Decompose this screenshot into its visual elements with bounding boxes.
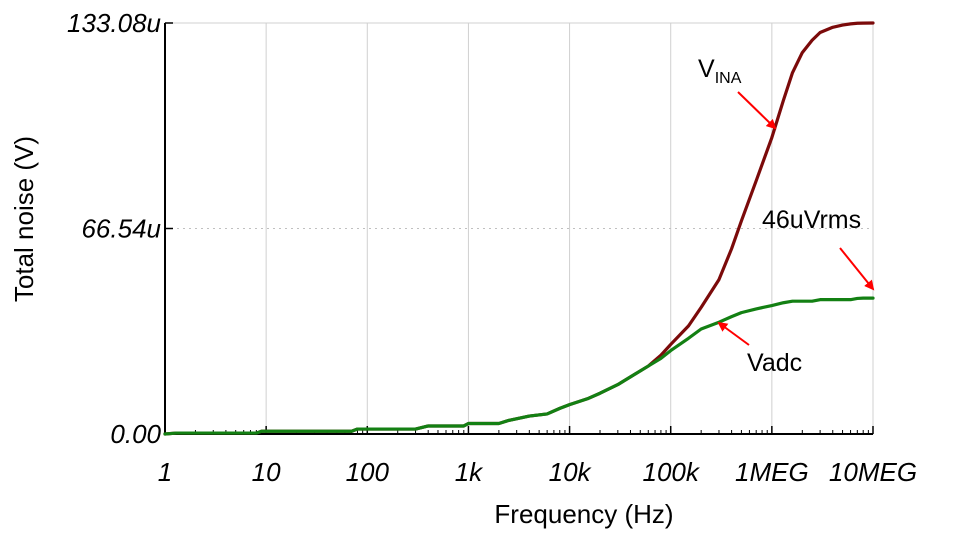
annotation-vadc: Vadc [717, 321, 802, 377]
y-axis-label: Total noise (V) [9, 136, 39, 302]
y-tick-label: 66.54u [81, 214, 161, 244]
x-tick-label: 10k [549, 457, 593, 487]
annotation-vina-text: V [698, 55, 715, 83]
x-tick-label: 10 [252, 457, 281, 487]
x-tick-label: 1 [158, 457, 172, 487]
series-line-vadc [163, 296, 875, 436]
annotation-vadc-label: Vadc [747, 349, 802, 377]
annotation-46uvrms-arrow [839, 247, 875, 291]
x-tick-label: 100 [346, 457, 390, 487]
annotation-vadc-arrow [717, 321, 750, 346]
series-lines [163, 21, 875, 436]
x-tick-label: 1k [455, 457, 484, 487]
x-axis-label: Frequency (Hz) [494, 499, 673, 529]
annotation-vina-subscript: INA [715, 70, 742, 87]
y-tick-labels: 0.00 66.54u 133.08u [67, 8, 162, 449]
annotation-46uvrms-label: 46uVrms [762, 206, 861, 234]
annotation-vina: VINA [698, 55, 777, 130]
y-tick-label: 0.00 [110, 419, 161, 449]
annotation-vina-arrow [737, 91, 777, 130]
x-tick-label: 10MEG [829, 457, 917, 487]
annotation-vina-label: VINA [698, 55, 742, 87]
annotation-46uvrms: 46uVrms [762, 206, 875, 291]
x-tick-label: 1MEG [735, 457, 809, 487]
y-tick-label: 133.08u [67, 8, 161, 38]
x-tick-labels: 1 10 100 1k 10k 100k 1MEG 10MEG [158, 457, 917, 487]
x-tick-label: 100k [643, 457, 701, 487]
